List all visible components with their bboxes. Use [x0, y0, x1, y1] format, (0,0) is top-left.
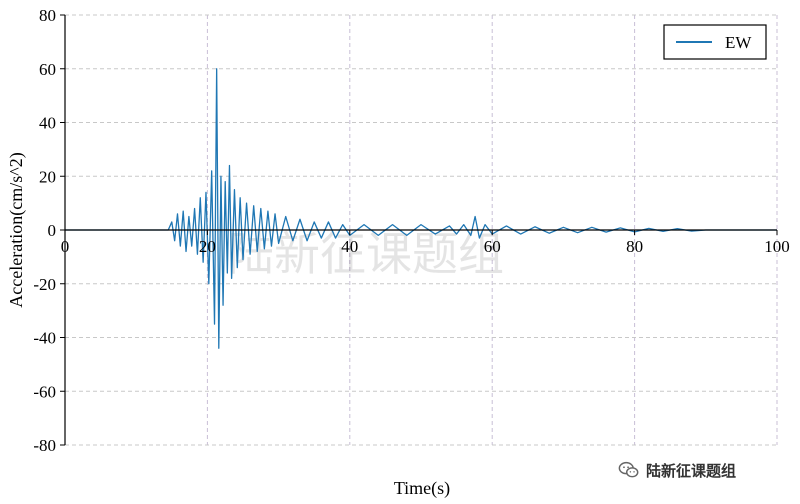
y-tick-label: 60: [39, 60, 56, 79]
y-tick-label: -20: [33, 275, 56, 294]
y-tick-label: -80: [33, 436, 56, 455]
y-axis-title: Acceleration(cm/s^2): [6, 152, 27, 307]
x-axis-title: Time(s): [394, 478, 450, 499]
axes: [60, 14, 778, 446]
y-tick-label: 80: [39, 6, 56, 25]
series-line-ew: [65, 68, 777, 349]
footer-badge: 陆新征课题组: [618, 458, 736, 482]
y-tick-label: 40: [39, 114, 56, 133]
x-tick-label: 0: [61, 237, 70, 256]
legend-label-ew: EW: [725, 33, 752, 52]
legend: EW: [663, 24, 767, 60]
x-tick-label: 80: [626, 237, 643, 256]
footer-badge-text: 陆新征课题组: [646, 461, 737, 480]
y-tick-label: 20: [39, 167, 56, 186]
y-tick-label: -40: [33, 329, 56, 348]
x-tick-label: 100: [764, 237, 790, 256]
x-tick-labels: 0 20 40 60 80 100: [61, 237, 790, 256]
y-tick-label: -60: [33, 382, 56, 401]
y-tick-labels: -80 -60 -40 -20 0 20 40 60 80: [33, 6, 56, 455]
x-tick-label: 20: [199, 237, 216, 256]
wechat-icon: [618, 461, 639, 478]
x-tick-label: 40: [341, 237, 358, 256]
watermark-text: 陆新征课题组: [228, 227, 504, 281]
x-tick-label: 60: [484, 237, 501, 256]
y-tick-label: 0: [48, 221, 57, 240]
series-layer: [65, 68, 777, 349]
grid: [65, 14, 778, 446]
